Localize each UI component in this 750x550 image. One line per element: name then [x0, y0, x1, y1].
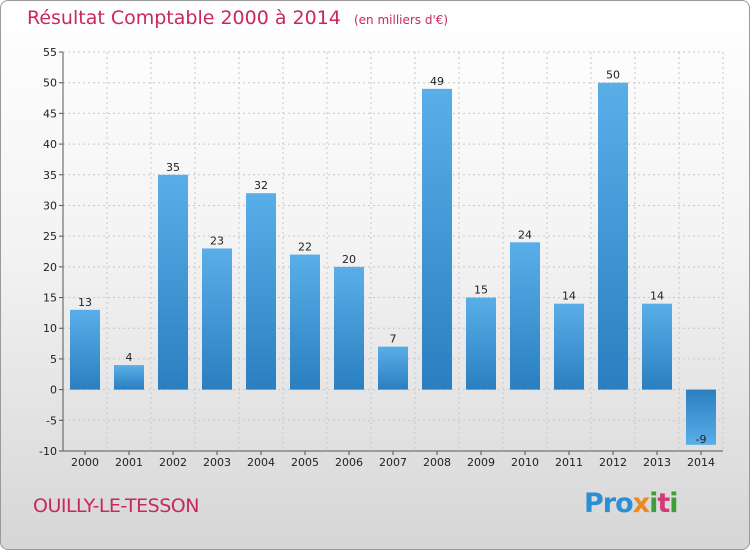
x-tick-label: 2007 — [379, 456, 407, 469]
value-label: 14 — [650, 290, 664, 303]
bar-2005 — [290, 254, 320, 390]
y-tick-label: 5 — [50, 353, 57, 366]
y-tick-label: 35 — [43, 169, 57, 182]
x-tick-label: 2009 — [467, 456, 495, 469]
value-label: 23 — [210, 234, 224, 247]
value-label: 22 — [298, 241, 312, 254]
bar-2008 — [422, 88, 452, 390]
value-label: 20 — [342, 253, 356, 266]
value-label: 4 — [126, 351, 133, 364]
bar-2006 — [334, 266, 364, 390]
y-tick-label: -10 — [39, 445, 57, 458]
y-tick-label: 30 — [43, 199, 57, 212]
chart-title: Résultat Comptable 2000 à 2014 — [27, 7, 341, 29]
value-label: 49 — [430, 75, 444, 88]
y-tick-label: 55 — [43, 46, 57, 59]
value-label: -9 — [696, 433, 707, 446]
bar-2002 — [158, 174, 188, 390]
x-tick-label: 2014 — [687, 456, 715, 469]
x-tick-label: 2010 — [511, 456, 539, 469]
bar-2001 — [114, 365, 144, 390]
bar-2009 — [466, 297, 496, 390]
y-tick-label: 10 — [43, 322, 57, 335]
value-label: 13 — [78, 296, 92, 309]
x-tick-label: 2000 — [71, 456, 99, 469]
bar-2011 — [554, 303, 584, 390]
value-label: 24 — [518, 228, 532, 241]
x-tick-label: 2011 — [555, 456, 583, 469]
proxiti-logo[interactable]: Proxiti — [584, 488, 679, 519]
bar-2003 — [202, 248, 232, 390]
value-label: 32 — [254, 179, 268, 192]
y-tick-label: -5 — [46, 414, 57, 427]
value-label: 15 — [474, 284, 488, 297]
value-label: 14 — [562, 290, 576, 303]
value-label: 35 — [166, 161, 180, 174]
x-tick-label: 2012 — [599, 456, 627, 469]
bar-2010 — [510, 242, 540, 390]
x-tick-label: 2004 — [247, 456, 275, 469]
y-tick-label: 45 — [43, 107, 57, 120]
x-tick-label: 2002 — [159, 456, 187, 469]
y-tick-label: 40 — [43, 138, 57, 151]
bar-2013 — [642, 303, 672, 390]
city-name: OUILLY-LE-TESSON — [33, 495, 199, 517]
bar-2000 — [70, 309, 100, 390]
bar-2004 — [246, 193, 276, 390]
y-tick-label: 15 — [43, 292, 57, 305]
x-tick-label: 2008 — [423, 456, 451, 469]
bar-2012 — [598, 82, 628, 390]
y-tick-label: 0 — [50, 384, 57, 397]
chart-unit: (en milliers d'€) — [353, 13, 449, 27]
bar-2007 — [378, 346, 408, 390]
x-tick-label: 2005 — [291, 456, 319, 469]
chart-header: Résultat Comptable 2000 à 2014 (en milli… — [27, 7, 448, 29]
x-tick-label: 2001 — [115, 456, 143, 469]
value-label: 7 — [390, 333, 397, 346]
y-tick-label: 50 — [43, 77, 57, 90]
y-tick-label: 25 — [43, 230, 57, 243]
y-tick-label: 20 — [43, 261, 57, 274]
x-tick-label: 2003 — [203, 456, 231, 469]
x-tick-label: 2006 — [335, 456, 363, 469]
x-tick-label: 2013 — [643, 456, 671, 469]
bar-2014 — [686, 389, 716, 445]
value-label: 50 — [606, 69, 620, 82]
